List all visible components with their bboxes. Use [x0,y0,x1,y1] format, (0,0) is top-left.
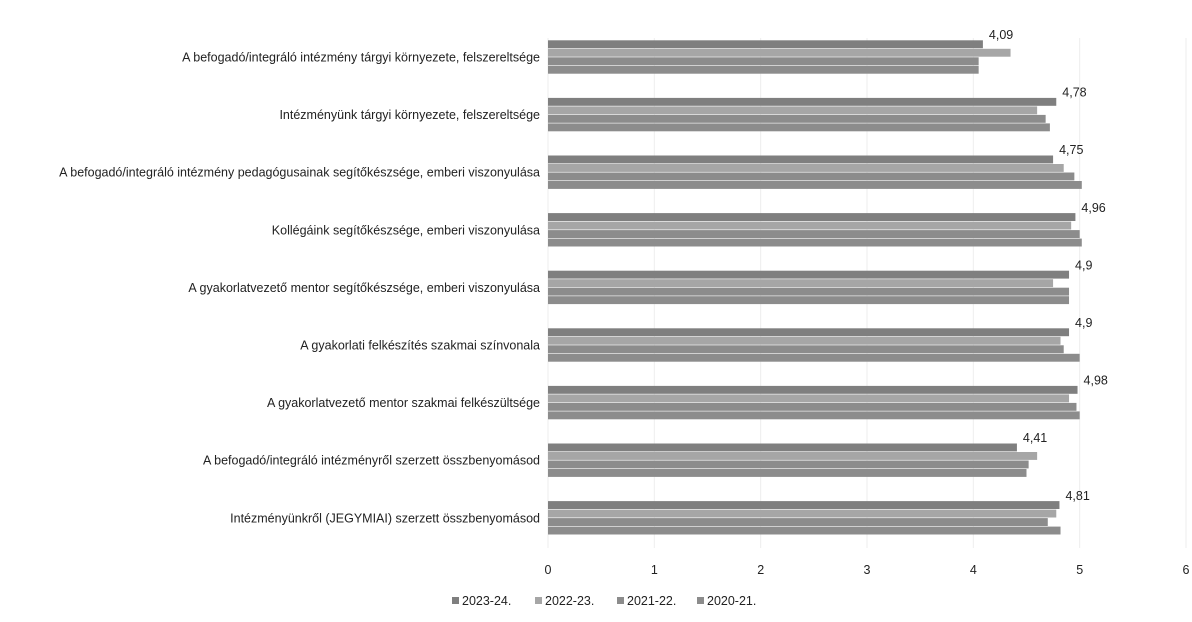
category-label: A gyakorlati felkészítés szakmai színvon… [300,339,540,353]
bar [548,394,1070,403]
bar [548,155,1054,164]
legend-swatch [617,597,624,604]
bar [548,296,1070,305]
category-labels: A befogadó/integráló intézmény tárgyi kö… [59,51,540,526]
bar [548,181,1082,189]
data-label: 4,9 [1075,258,1092,272]
bar [548,287,1070,296]
bar [548,411,1080,420]
data-label: 4,09 [989,28,1013,42]
bar [548,221,1072,230]
bar [548,97,1057,106]
bar [548,123,1050,132]
bar [548,402,1077,411]
legend-swatch [697,597,704,604]
bar [548,106,1038,115]
bar [548,270,1070,279]
bar [548,164,1064,172]
bar [548,385,1078,394]
bar [548,57,979,66]
data-label: 4,75 [1059,143,1083,157]
bar [548,460,1029,469]
data-label: 4,98 [1084,374,1108,388]
legend-label: 2021-22. [627,594,676,608]
bar [548,518,1048,526]
bar [548,40,983,49]
legend-swatch [452,597,459,604]
legend: 2023-24. 2022-23. 2021-22. 2020-21. [452,594,756,608]
x-tick-label: 0 [545,563,552,577]
data-label: 4,9 [1075,316,1092,330]
legend-label: 2023-24. [462,594,511,608]
bar [548,279,1054,288]
bar [548,526,1061,535]
bar [548,509,1057,518]
x-tick-label: 2 [757,563,764,577]
legend-item: 2023-24. [452,594,511,608]
bar [548,336,1061,345]
bar [548,328,1070,337]
category-label: Intézményünk tárgyi környezete, felszere… [279,108,540,122]
bar [548,345,1064,354]
bar [548,469,1027,477]
data-label: 4,78 [1062,86,1086,100]
bar [548,172,1075,181]
x-axis-ticks: 0 1 2 3 4 5 6 [545,563,1190,577]
bar [548,353,1080,362]
x-tick-label: 3 [864,563,871,577]
legend-swatch [535,597,542,604]
data-labels: 4,09 4,78 4,75 4,96 4,9 4,9 4,98 4,41 4,81 [989,28,1108,503]
bar [548,114,1046,123]
bar [548,213,1076,221]
bar [548,48,1011,57]
x-tick-label: 6 [1183,563,1190,577]
category-label: A befogadó/integráló intézmény pedagógus… [59,166,540,180]
data-label: 4,81 [1065,489,1089,503]
category-label: Intézményünkről (JEGYMIAI) szerzett össz… [230,511,540,525]
data-label: 4,41 [1023,431,1047,445]
bar [548,230,1080,238]
bars [548,40,1082,535]
legend-label: 2022-23. [545,594,594,608]
category-label: A gyakorlatvezető mentor szakmai felkész… [267,396,540,410]
bar [548,452,1038,460]
legend-item: 2020-21. [697,594,756,608]
bar [548,501,1060,509]
bar [548,238,1082,247]
legend-item: 2021-22. [617,594,676,608]
legend-label: 2020-21. [707,594,756,608]
category-label: A befogadó/integráló intézményről szerze… [203,454,540,468]
legend-item: 2022-23. [535,594,594,608]
x-tick-label: 4 [970,563,977,577]
category-label: A befogadó/integráló intézmény tárgyi kö… [182,51,540,65]
data-label: 4,96 [1081,201,1105,215]
category-label: Kollégáink segítőkészsége, emberi viszon… [272,223,540,237]
x-tick-label: 1 [651,563,658,577]
bar [548,65,979,74]
bar [548,443,1017,452]
x-tick-label: 5 [1076,563,1083,577]
category-label: A gyakorlatvezető mentor segítőkészsége,… [188,281,540,295]
